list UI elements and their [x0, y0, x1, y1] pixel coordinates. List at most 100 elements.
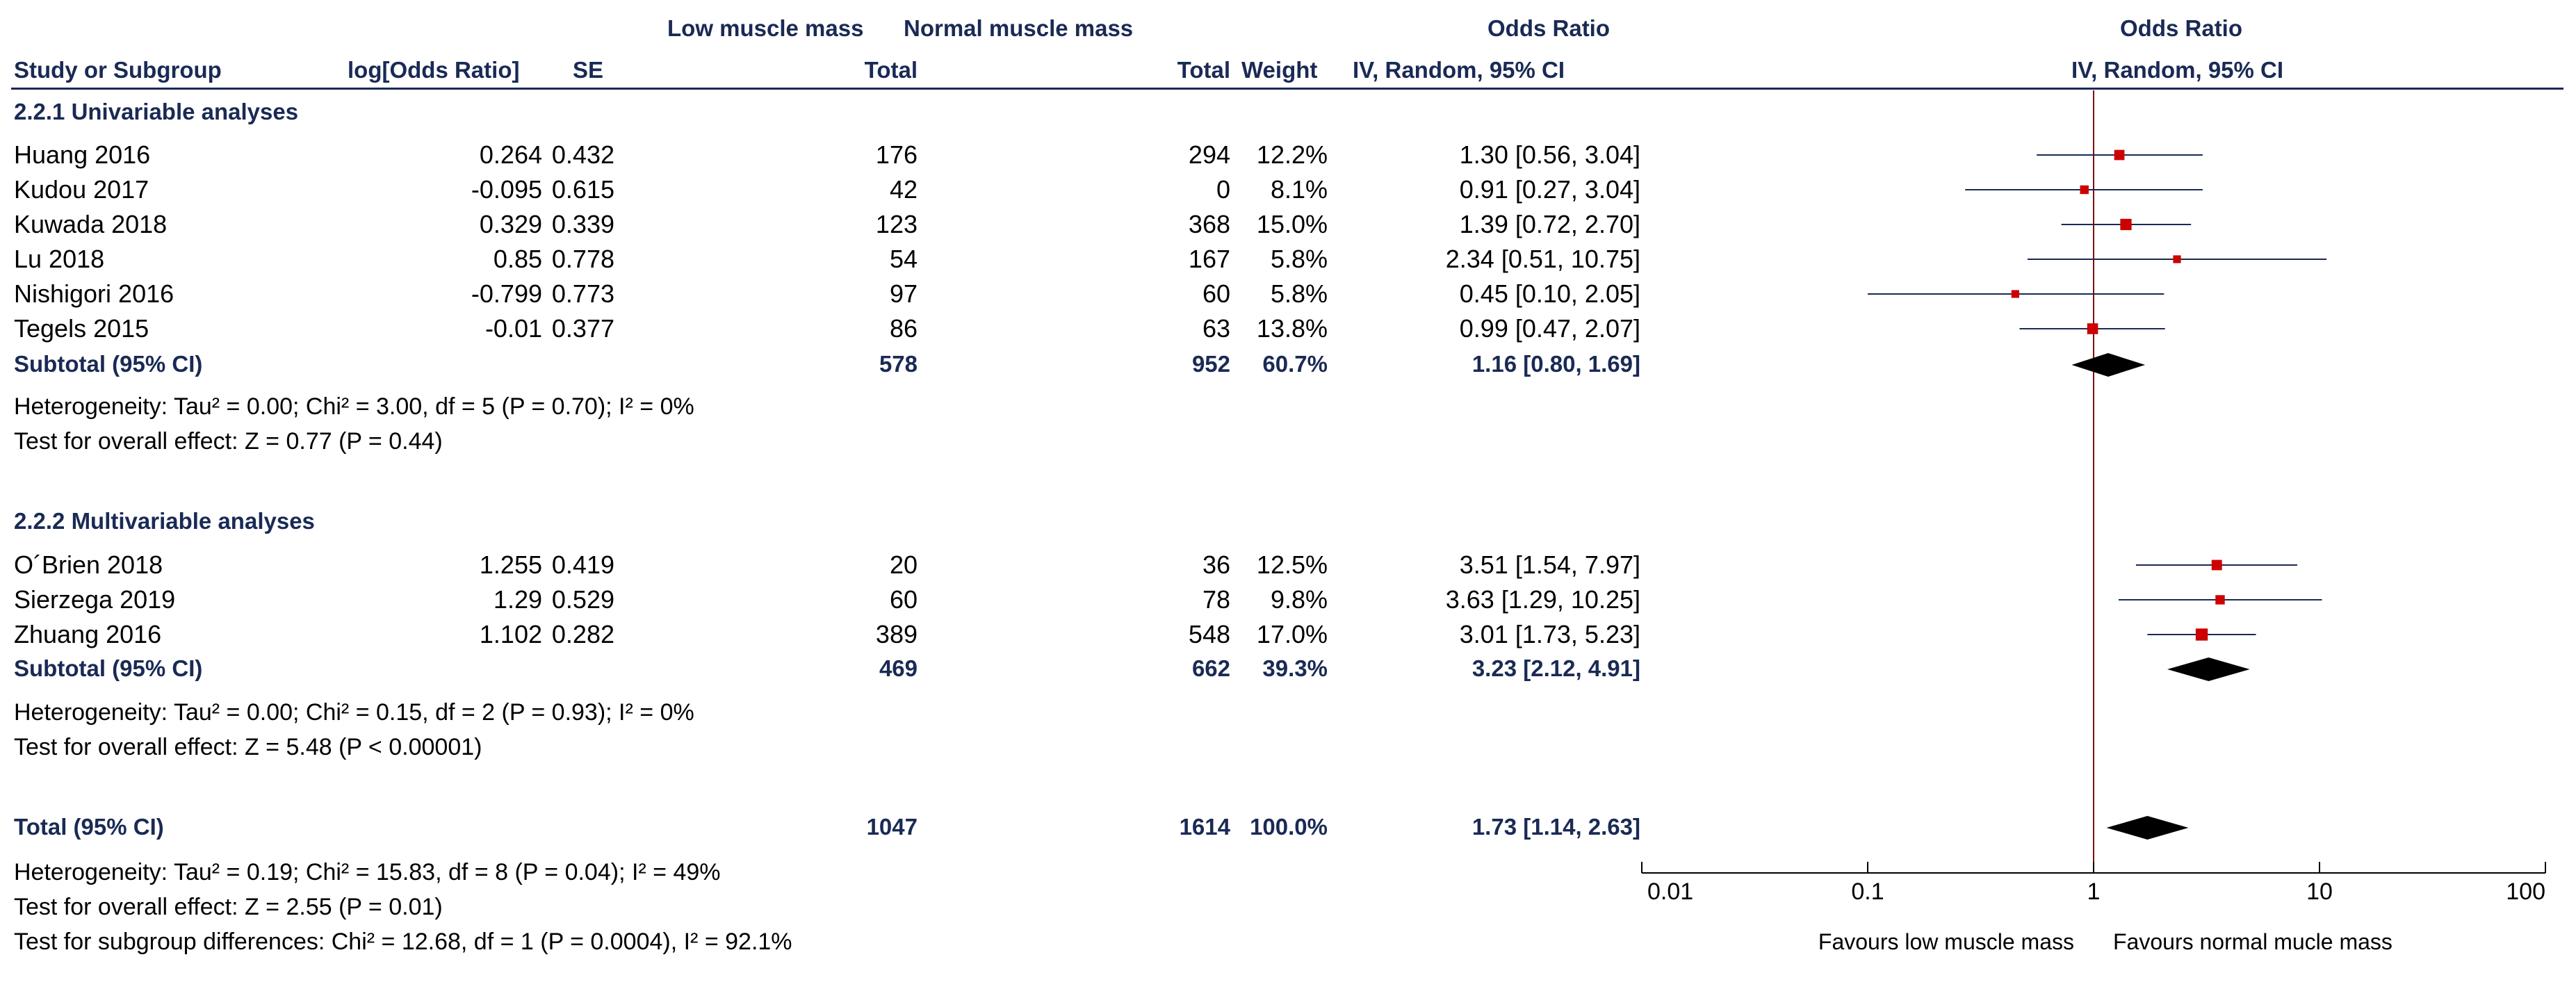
study-ci: 0.45 [0.10, 2.05] [1459, 279, 1640, 308]
study-ci: 0.99 [0.47, 2.07] [1459, 314, 1640, 343]
heterogeneity-note: Heterogeneity: Tau² = 0.00; Chi² = 0.15,… [14, 699, 694, 726]
pooled-diamond [2106, 816, 2189, 840]
study-n2: 368 [1188, 210, 1230, 238]
study-n2: 548 [1188, 620, 1230, 648]
study-name: Kudou 2017 [14, 175, 149, 204]
study-n2: 294 [1188, 140, 1230, 169]
total-ci: 1.73 [1.14, 2.63] [1472, 814, 1640, 840]
study-logor: -0.095 [471, 175, 542, 204]
study-se: 0.529 [551, 585, 614, 614]
header-plot-top: Odds Ratio [2120, 15, 2243, 41]
header-se: SE [573, 57, 604, 83]
total-n2: 1614 [1179, 814, 1230, 840]
x-tick-label: 100 [2506, 878, 2545, 905]
subtotal-n2: 662 [1191, 655, 1230, 681]
study-n2: 0 [1216, 175, 1230, 204]
study-weight: 17.0% [1256, 620, 1328, 648]
header-total2: Total [1177, 57, 1230, 83]
study-name: Tegels 2015 [14, 314, 149, 343]
study-marker [2120, 218, 2132, 231]
study-n1: 176 [875, 140, 918, 169]
study-marker [2173, 255, 2181, 263]
total-heterogeneity-note: Heterogeneity: Tau² = 0.19; Chi² = 15.83… [14, 859, 721, 885]
study-marker [2195, 628, 2208, 641]
subtotal-label: Subtotal (95% CI) [14, 351, 203, 377]
study-se: 0.282 [551, 620, 614, 648]
study-se: 0.419 [551, 550, 614, 579]
study-marker [2114, 149, 2125, 161]
study-ci: 1.30 [0.56, 3.04] [1459, 140, 1640, 169]
x-tick-label: 0.1 [1851, 878, 1884, 905]
study-n2: 63 [1202, 314, 1230, 343]
study-name: Kuwada 2018 [14, 210, 168, 238]
study-n2: 60 [1202, 279, 1230, 308]
pooled-diamond [2071, 353, 2146, 377]
study-se: 0.778 [551, 245, 614, 273]
study-se: 0.339 [551, 210, 614, 238]
subtotal-n1: 578 [879, 351, 918, 377]
study-n2: 36 [1202, 550, 1230, 579]
study-n1: 54 [889, 245, 918, 273]
study-logor: -0.01 [484, 314, 542, 343]
header-or-method: IV, Random, 95% CI [1353, 57, 1565, 83]
study-marker [2087, 323, 2098, 334]
study-name: Lu 2018 [14, 245, 105, 273]
study-ci: 0.91 [0.27, 3.04] [1459, 175, 1640, 204]
study-logor: 0.329 [479, 210, 542, 238]
subtotal-n2: 952 [1191, 351, 1230, 377]
study-n2: 78 [1202, 585, 1230, 614]
study-logor: 1.255 [479, 550, 542, 579]
study-logor: 0.264 [479, 140, 542, 169]
study-n1: 42 [889, 175, 918, 204]
study-marker [2011, 290, 2019, 298]
header-group1: Low muscle mass [667, 15, 864, 41]
study-weight: 8.1% [1270, 175, 1328, 204]
x-tick-label: 10 [2306, 878, 2333, 905]
study-ci: 3.51 [1.54, 7.97] [1459, 550, 1640, 579]
subtotal-label: Subtotal (95% CI) [14, 655, 203, 681]
header-study: Study or Subgroup [14, 57, 222, 83]
study-n1: 86 [889, 314, 918, 343]
study-n1: 389 [875, 620, 918, 648]
header-rule [11, 88, 2563, 90]
x-tick-label: 0.01 [1647, 878, 1693, 905]
study-ci: 3.63 [1.29, 10.25] [1445, 585, 1640, 614]
pooled-diamond [2167, 657, 2250, 681]
study-se: 0.432 [551, 140, 614, 169]
study-marker [2215, 595, 2225, 605]
study-ci: 2.34 [0.51, 10.75] [1445, 245, 1640, 273]
header-logor: log[Odds Ratio] [348, 57, 520, 83]
study-name: Zhuang 2016 [14, 620, 162, 648]
study-se: 0.377 [551, 314, 614, 343]
heterogeneity-note: Heterogeneity: Tau² = 0.00; Chi² = 3.00,… [14, 393, 694, 420]
total-n1: 1047 [866, 814, 918, 840]
study-name: Sierzega 2019 [14, 585, 176, 614]
total-weight: 100.0% [1250, 814, 1328, 840]
favours-right-label: Favours normal mucle mass [2113, 929, 2392, 954]
study-weight: 9.8% [1270, 585, 1328, 614]
subgroup-title: 2.2.1 Univariable analyses [14, 99, 299, 124]
subtotal-ci: 3.23 [2.12, 4.91] [1472, 655, 1640, 681]
overall-effect-note: Test for overall effect: Z = 5.48 (P < 0… [14, 734, 482, 760]
subtotal-n1: 469 [879, 655, 918, 681]
study-name: Huang 2016 [14, 140, 151, 169]
x-tick-label: 1 [2087, 878, 2101, 905]
study-logor: 0.85 [493, 245, 542, 273]
total-overall-effect-note: Test for overall effect: Z = 2.55 (P = 0… [14, 894, 443, 920]
subtotal-weight: 39.3% [1262, 655, 1328, 681]
header-plot-method: IV, Random, 95% CI [2071, 57, 2284, 83]
favours-left-label: Favours low muscle mass [1818, 929, 2074, 954]
study-logor: 1.102 [479, 620, 542, 648]
study-n2: 167 [1188, 245, 1230, 273]
study-weight: 5.8% [1270, 279, 1328, 308]
study-logor: -0.799 [471, 279, 542, 308]
study-weight: 12.2% [1256, 140, 1328, 169]
subgroup-differences-note: Test for subgroup differences: Chi² = 12… [14, 929, 792, 955]
study-n1: 60 [889, 585, 918, 614]
study-logor: 1.29 [493, 585, 542, 614]
study-ci: 1.39 [0.72, 2.70] [1459, 210, 1640, 238]
study-weight: 12.5% [1256, 550, 1328, 579]
study-name: O´Brien 2018 [14, 550, 163, 579]
total-label: Total (95% CI) [14, 814, 164, 840]
